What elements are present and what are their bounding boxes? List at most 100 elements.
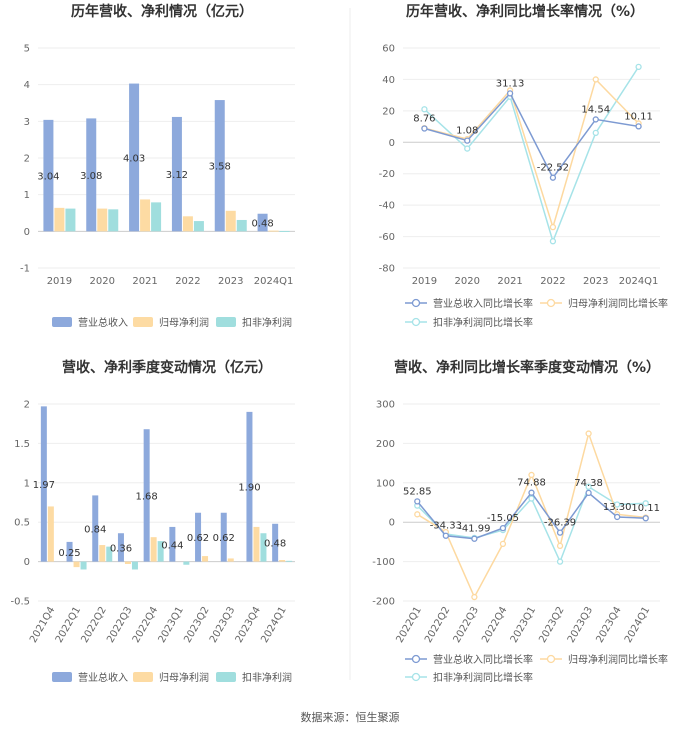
bar [140, 199, 151, 232]
chart-title-annual-growth: 历年营收、净利同比增长率情况（%） [406, 3, 644, 20]
x-tick-label: 2021 [497, 276, 522, 287]
x-tick-label: 2024Q1 [623, 605, 652, 645]
legend-label: 归母净利润 [159, 671, 209, 684]
data-point [585, 483, 592, 490]
data-label: 10.11 [624, 111, 653, 122]
bar [214, 100, 225, 232]
bar [80, 561, 87, 570]
data-point [528, 471, 535, 479]
bar [150, 537, 157, 562]
data-label: 0.48 [251, 219, 273, 230]
legend-label: 扣非净利润同比增长率 [433, 671, 533, 684]
data-point [528, 489, 535, 496]
data-label: -22.52 [537, 163, 569, 174]
series-line [423, 66, 640, 244]
data-point [464, 137, 471, 144]
data-label: 31.13 [496, 78, 525, 89]
bar [151, 202, 162, 232]
x-tick-label: 2019 [412, 276, 437, 287]
y-tick-label: 0.5 [14, 518, 30, 529]
bar [92, 495, 99, 562]
legend-swatch [216, 672, 236, 682]
data-point [471, 535, 478, 542]
y-tick-label: 100 [376, 478, 395, 489]
data-point [642, 500, 649, 507]
data-label: 74.88 [517, 478, 546, 489]
data-label: 8.76 [413, 114, 435, 125]
bar [272, 523, 279, 562]
data-point [556, 558, 564, 565]
x-tick-label: 2022Q1 [395, 605, 424, 645]
x-tick-label: 2024Q1 [259, 605, 288, 645]
x-tick-label: 2022Q4 [480, 605, 509, 645]
bar [131, 561, 138, 570]
data-point [585, 430, 592, 437]
legend-marker [546, 654, 556, 664]
bar [227, 558, 234, 562]
data-label: -34.33 [430, 521, 462, 532]
chart-title-annual-revenue: 历年营收、净利情况（亿元） [71, 3, 253, 20]
data-point [414, 511, 421, 518]
bar [66, 541, 73, 562]
chart-quarterly-revenue: 21.510.50-0.52021Q42022Q12022Q22022Q3202… [10, 400, 295, 684]
legend-label: 营业总收入 [78, 316, 128, 329]
bar [40, 406, 47, 562]
bar [268, 230, 279, 232]
bar [117, 533, 124, 562]
data-point [506, 90, 514, 97]
data-point [464, 145, 471, 152]
series-line [424, 77, 640, 230]
bar [279, 230, 290, 232]
data-label: 10.11 [631, 503, 660, 514]
data-point [556, 529, 564, 536]
bar [169, 526, 176, 562]
x-tick-label: 2024Q1 [254, 276, 294, 287]
y-tick-label: 1.5 [14, 439, 30, 450]
data-label: 0.44 [161, 540, 183, 551]
data-point [614, 501, 621, 508]
y-tick-label: 300 [376, 400, 395, 411]
legend-marker [411, 298, 421, 308]
bar [260, 533, 267, 562]
data-label: 0.25 [58, 548, 80, 559]
x-tick-label: 2024Q1 [619, 276, 659, 287]
legend-label: 归母净利润同比增长率 [568, 297, 668, 310]
bar [97, 208, 108, 232]
data-point [592, 76, 599, 83]
y-tick-label: -80 [379, 264, 395, 275]
legend-label: 扣非净利润同比增长率 [433, 316, 533, 329]
bar [124, 561, 131, 564]
data-label: 0.62 [213, 533, 235, 544]
data-label: 0.36 [110, 543, 132, 554]
bar [129, 83, 140, 232]
bar [253, 526, 260, 562]
y-tick-label: 2 [24, 154, 30, 165]
y-tick-label: -100 [372, 557, 395, 568]
y-tick-label: 4 [24, 80, 30, 91]
data-point [499, 524, 507, 532]
bar [193, 221, 204, 232]
data-point [421, 106, 428, 113]
data-label: 52.85 [403, 486, 432, 497]
x-tick-label: 2023 [218, 276, 243, 287]
chart-annual-growth: 60 40 20 0 -20 -40 -60 -80 2019 2020 2021 2022 2023 2… [379, 44, 668, 330]
data-label: 1.08 [456, 126, 478, 137]
x-tick-label: 2022 [175, 276, 200, 287]
series-line [416, 430, 646, 599]
legend-label: 扣非净利润 [242, 671, 292, 684]
data-label: 4.03 [123, 153, 145, 164]
x-tick-label: 2022Q3 [452, 605, 481, 645]
bar [73, 561, 80, 568]
bar [220, 512, 227, 562]
data-point [421, 125, 428, 132]
bar [257, 213, 268, 232]
data-point [585, 489, 592, 497]
data-source-note: 数据来源：恒生聚源 [300, 711, 400, 724]
data-point [442, 532, 449, 539]
bar [106, 546, 113, 562]
x-tick-label: 2020 [90, 276, 115, 287]
data-point [635, 63, 642, 71]
x-tick-label: 2023Q4 [594, 605, 623, 645]
bar [279, 560, 286, 562]
bar [182, 216, 193, 232]
